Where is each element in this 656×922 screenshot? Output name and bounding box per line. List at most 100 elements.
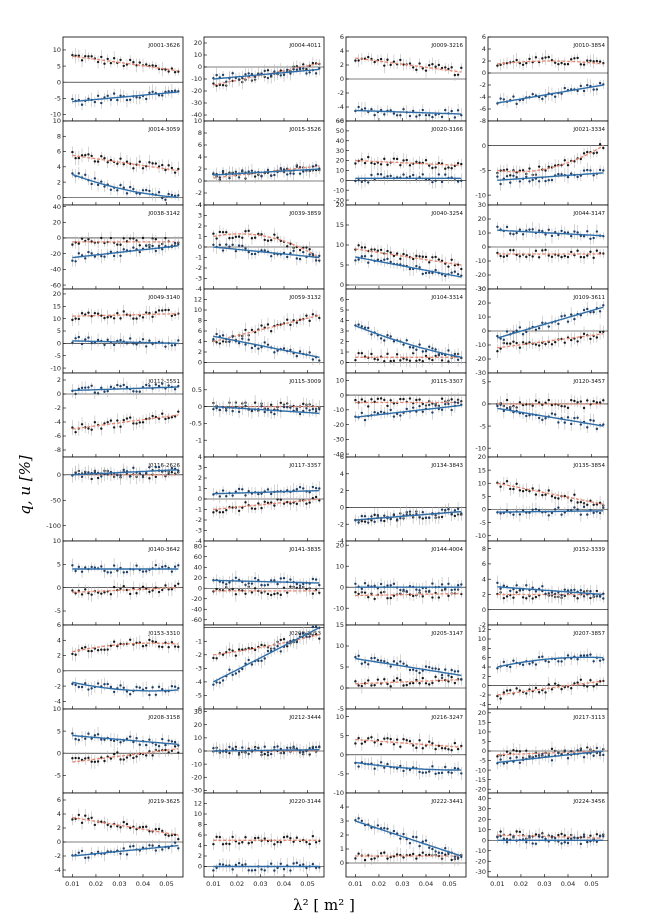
data-point <box>405 513 408 516</box>
data-point <box>440 515 444 519</box>
data-point <box>402 252 405 256</box>
data-point <box>90 687 93 690</box>
data-point <box>215 657 218 660</box>
data-point <box>431 667 434 670</box>
data-point <box>354 162 357 165</box>
data-point <box>515 102 518 106</box>
panel-frame <box>62 288 184 374</box>
data-point <box>289 323 292 327</box>
data-point <box>389 359 392 363</box>
data-point <box>389 665 392 668</box>
data-point <box>234 672 238 675</box>
data-point <box>71 682 74 686</box>
data-point <box>354 590 357 594</box>
y-tick-label: 2 <box>198 474 202 482</box>
panel-title: J0044-3147 <box>572 211 605 217</box>
y-tick-label: -1 <box>196 254 202 262</box>
data-point <box>402 357 405 360</box>
data-point <box>499 512 502 515</box>
y-tick-label: 10 <box>336 562 344 570</box>
data-point <box>582 235 586 238</box>
data-point <box>305 67 308 71</box>
data-point <box>77 387 81 391</box>
data-point <box>132 317 135 320</box>
data-point <box>260 659 263 663</box>
panel-title: J0039-3859 <box>288 211 321 217</box>
data-point <box>302 250 305 254</box>
data-point <box>305 246 308 249</box>
data-point <box>550 511 554 515</box>
data-point <box>84 153 87 157</box>
data-point <box>553 340 557 344</box>
data-point <box>518 346 522 349</box>
data-point <box>231 236 234 240</box>
y-tick-label: -10 <box>50 364 61 372</box>
data-point <box>570 250 573 254</box>
data-point <box>71 259 74 262</box>
data-point <box>266 323 270 326</box>
y-tick-label: 15 <box>478 466 486 474</box>
data-point <box>247 338 250 341</box>
data-point <box>80 59 84 62</box>
data-point <box>447 166 450 169</box>
data-point <box>525 584 528 587</box>
data-point <box>237 487 241 491</box>
data-point <box>250 582 254 585</box>
data-point <box>119 642 122 646</box>
y-tick-label: 0 <box>57 471 61 479</box>
data-point <box>122 686 125 690</box>
data-point <box>167 588 170 591</box>
data-point <box>444 167 447 170</box>
data-point <box>71 97 74 101</box>
y-tick-label: 20 <box>53 218 61 226</box>
y-tick-label: 10 <box>478 479 486 487</box>
data-point <box>318 591 321 595</box>
data-point <box>509 589 512 593</box>
data-point <box>354 179 357 183</box>
data-point <box>595 595 599 598</box>
data-point <box>151 64 154 67</box>
data-point <box>116 162 119 165</box>
data-point <box>103 422 106 425</box>
data-point <box>77 172 81 175</box>
data-point <box>308 319 311 323</box>
data-point <box>496 404 499 408</box>
q-model-curve <box>72 414 179 430</box>
data-point <box>370 592 373 595</box>
data-point <box>93 421 97 424</box>
data-point <box>93 255 97 258</box>
data-point <box>544 56 547 59</box>
y-tick-label: 0 <box>198 63 202 71</box>
data-point <box>276 236 279 239</box>
data-point <box>408 397 412 400</box>
data-point <box>318 487 321 490</box>
data-point <box>151 315 154 319</box>
data-point <box>84 257 87 260</box>
data-point <box>84 173 87 177</box>
data-point <box>273 412 276 416</box>
data-point <box>295 407 299 410</box>
y-tick-label: 0 <box>482 69 486 77</box>
data-point <box>276 349 279 352</box>
data-point <box>424 665 428 668</box>
u-model-curve <box>72 245 179 259</box>
data-point <box>563 594 566 598</box>
data-point <box>496 334 499 338</box>
data-point <box>418 266 421 269</box>
data-point <box>373 400 376 403</box>
data-point <box>386 257 389 261</box>
data-point <box>151 237 154 240</box>
data-point <box>161 412 164 415</box>
y-tick-label: 4 <box>198 338 202 346</box>
data-point <box>71 150 74 154</box>
data-point <box>456 670 460 673</box>
data-point <box>437 668 441 671</box>
data-point <box>71 318 74 322</box>
data-point <box>586 168 589 172</box>
data-point <box>528 57 531 61</box>
y-tick-label: -10 <box>50 111 61 119</box>
data-point <box>525 330 528 334</box>
